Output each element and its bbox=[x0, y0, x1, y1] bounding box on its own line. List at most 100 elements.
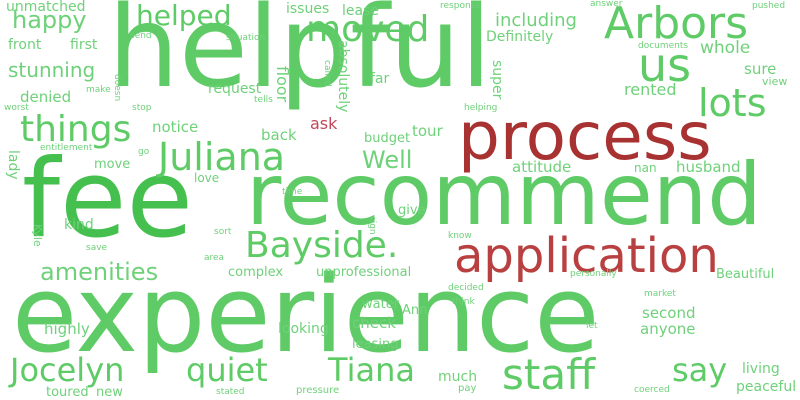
word-stated: stated bbox=[216, 387, 245, 397]
word-move: move bbox=[94, 157, 131, 172]
word-sort: sort bbox=[214, 227, 232, 237]
word-toured: toured bbox=[46, 385, 89, 400]
word-denied: denied bbox=[20, 88, 72, 106]
word-super: super bbox=[489, 60, 505, 100]
word-helping: helping bbox=[464, 103, 498, 113]
word-entitlement: entitlement bbox=[40, 143, 93, 153]
word-including: including bbox=[495, 10, 577, 31]
word-helpful: helpful bbox=[108, 0, 492, 113]
word-time: time bbox=[282, 187, 303, 197]
word-looking: looking bbox=[278, 321, 329, 337]
word-unmatched: unmatched bbox=[6, 0, 86, 15]
word-tiana: Tiana bbox=[328, 351, 415, 389]
word-staff: staff bbox=[502, 350, 596, 399]
word-juliana: Juliana bbox=[158, 135, 286, 179]
word-situation: situation bbox=[226, 33, 266, 43]
word-happy: happy bbox=[12, 6, 87, 34]
word-give: give bbox=[398, 203, 426, 218]
word-leasing: leasing bbox=[352, 337, 399, 352]
word-amenities: amenities bbox=[40, 258, 159, 286]
word-think: think bbox=[452, 297, 475, 307]
word-request: request bbox=[208, 81, 262, 97]
word-kyle: Kyle bbox=[31, 224, 44, 247]
word-lease: lease bbox=[342, 3, 379, 19]
word-peaceful: peaceful bbox=[736, 379, 797, 395]
word-well: Well bbox=[362, 146, 413, 174]
word-know: know bbox=[448, 231, 472, 241]
word-front: front bbox=[8, 37, 42, 53]
word-second: second bbox=[642, 304, 696, 322]
word-first: first bbox=[70, 37, 98, 53]
word-lots: lots bbox=[698, 81, 767, 125]
word-personally: personally bbox=[570, 269, 617, 279]
word-let: let bbox=[586, 321, 598, 331]
word-decided: decided bbox=[448, 283, 484, 293]
word-documents: documents bbox=[638, 41, 689, 51]
word-whole: whole bbox=[700, 38, 751, 58]
word-moved: moved bbox=[306, 9, 430, 50]
word-sign: sign bbox=[367, 216, 377, 235]
word-called: called bbox=[322, 60, 332, 87]
word-budget: budget bbox=[364, 131, 411, 146]
word-complex: complex bbox=[228, 265, 284, 280]
word-coerced: coerced bbox=[634, 385, 670, 395]
word-tells: tells bbox=[254, 95, 273, 105]
word-living: living bbox=[742, 361, 780, 377]
word-doesn: doesn bbox=[112, 74, 122, 102]
word-ann: Ann bbox=[402, 303, 428, 318]
word-pushed: pushed bbox=[752, 1, 786, 11]
word-notice: notice bbox=[152, 118, 199, 136]
word-fee: fee bbox=[22, 137, 193, 262]
word-make: make bbox=[86, 85, 111, 95]
word-back: back bbox=[261, 126, 297, 144]
word-go: go bbox=[138, 147, 150, 157]
word-quiet: quiet bbox=[186, 351, 268, 389]
word-check: check bbox=[352, 314, 396, 332]
word-highly: highly bbox=[44, 320, 90, 338]
word-water: water bbox=[362, 297, 400, 312]
word-new: new bbox=[96, 385, 123, 400]
word-experience: experience bbox=[12, 253, 600, 376]
word-husband: husband bbox=[676, 158, 741, 176]
word-answer: answer bbox=[590, 0, 623, 9]
word-worst: worst bbox=[4, 103, 29, 113]
word-bayside: Bayside. bbox=[245, 225, 399, 266]
word-love: love bbox=[194, 171, 220, 185]
word-arbors: Arbors bbox=[604, 0, 749, 49]
word-sure: sure bbox=[744, 60, 777, 78]
word-absolutely: absolutely bbox=[335, 40, 351, 113]
word-say: say bbox=[672, 351, 728, 389]
word-pressure: pressure bbox=[296, 385, 340, 396]
word-area: area bbox=[204, 253, 225, 263]
word-application: application bbox=[454, 228, 719, 284]
word-attitude: attitude bbox=[512, 158, 572, 176]
word-things: things bbox=[20, 109, 132, 150]
word-process: process bbox=[458, 98, 712, 175]
word-nan: nan bbox=[634, 161, 657, 175]
word-issues: issues bbox=[286, 1, 330, 17]
word-view: view bbox=[762, 75, 788, 88]
word-jocelyn: Jocelyn bbox=[10, 351, 125, 389]
word-definitely: Definitely bbox=[486, 29, 554, 45]
word-recommend: recommend bbox=[246, 145, 762, 245]
word-floor: floor bbox=[273, 66, 292, 103]
word-much: much bbox=[438, 369, 478, 385]
word-far: far bbox=[370, 71, 390, 87]
word-unprofessional: unprofessional bbox=[316, 265, 412, 280]
word-market: market bbox=[644, 289, 676, 299]
word-rented: rented bbox=[624, 80, 677, 99]
word-send: send bbox=[130, 31, 152, 41]
word-helped: helped bbox=[136, 0, 232, 32]
word-tour: tour bbox=[412, 122, 443, 140]
word-beautiful: Beautiful bbox=[716, 267, 775, 282]
word-kind: kind bbox=[64, 217, 94, 233]
word-anyone: anyone bbox=[640, 320, 696, 338]
word-response: response bbox=[440, 1, 481, 11]
word-stunning: stunning bbox=[8, 58, 96, 82]
word-ask: ask bbox=[310, 114, 338, 133]
word-save: save bbox=[86, 243, 108, 253]
word-lady: lady bbox=[5, 150, 21, 180]
word-pay: pay bbox=[458, 383, 477, 394]
word-us: us bbox=[638, 38, 692, 92]
